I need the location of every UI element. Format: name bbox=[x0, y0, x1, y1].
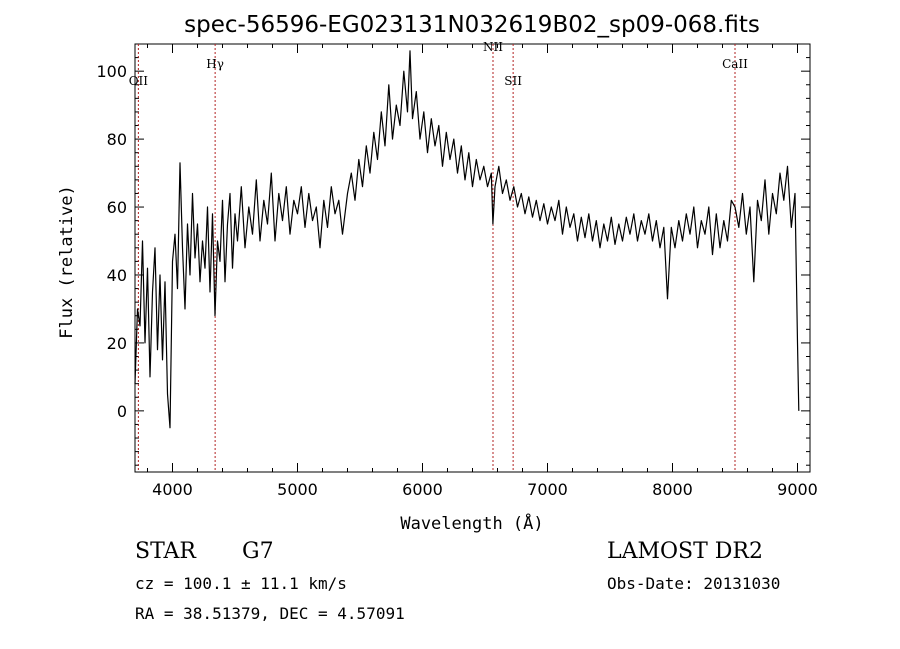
object-class: STAR bbox=[135, 539, 197, 564]
y-tick-label: 0 bbox=[117, 402, 127, 421]
spectrum-line-0 bbox=[134, 50, 800, 429]
chart-title: spec-56596-EG023131N032619B02_sp09-068.f… bbox=[184, 12, 760, 38]
y-tick-label: 100 bbox=[96, 62, 127, 81]
line-marker-label: Hγ bbox=[206, 57, 224, 71]
coordinates-text: RA = 38.51379, DEC = 4.57091 bbox=[135, 604, 405, 623]
survey-name: LAMOST DR2 bbox=[607, 539, 763, 564]
redshift-text: cz = 100.1 ± 11.1 km/s bbox=[135, 574, 347, 593]
line-marker-label: OII bbox=[129, 74, 149, 88]
y-tick-label: 20 bbox=[107, 334, 127, 353]
y-tick-label: 40 bbox=[107, 266, 127, 285]
y-axis-label-group: Flux (relative) bbox=[57, 185, 77, 339]
spectrum-series bbox=[134, 50, 800, 429]
x-tick-label: 8000 bbox=[652, 480, 693, 499]
x-tick-label: 5000 bbox=[277, 480, 318, 499]
line-marker-label: SII bbox=[504, 74, 522, 88]
object-subclass: G7 bbox=[242, 539, 274, 564]
x-axis-label: Wavelength (Å) bbox=[400, 512, 543, 534]
line-marker-label: NII bbox=[483, 40, 503, 54]
y-tick-label: 60 bbox=[107, 198, 127, 217]
x-tick-label: 7000 bbox=[527, 480, 568, 499]
x-tick-label: 6000 bbox=[402, 480, 443, 499]
x-tick-label: 9000 bbox=[777, 480, 818, 499]
y-tick-label: 80 bbox=[107, 130, 127, 149]
axis-tick-labels: 4000 5000 6000 7000 8000 9000 0 20 40 60 80 100 bbox=[96, 62, 817, 499]
axis-ticks bbox=[135, 44, 810, 472]
obs-date-text: Obs-Date: 20131030 bbox=[607, 574, 780, 593]
emission-line-markers: OII Hγ NII SII CaII bbox=[129, 40, 748, 472]
y-axis-label: Flux (relative) bbox=[57, 185, 77, 339]
plot-frame bbox=[134, 43, 811, 473]
line-marker-label: CaII bbox=[722, 57, 748, 71]
x-tick-label: 4000 bbox=[152, 480, 193, 499]
